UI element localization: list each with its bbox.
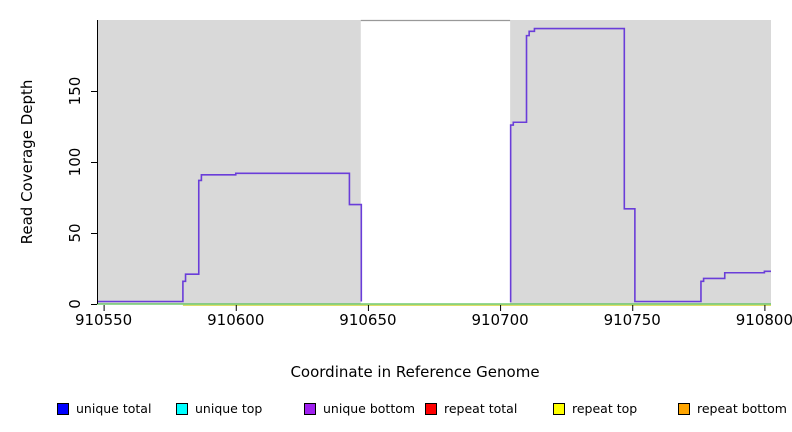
unique-bottom-line: [97, 172, 363, 303]
x-tick-label: 910800: [736, 311, 792, 329]
y-axis-title: Read Coverage Depth: [18, 79, 36, 245]
legend-item-unique-bottom: unique bottom: [304, 401, 415, 417]
x-axis-title: Coordinate in Reference Genome: [290, 363, 540, 381]
legend-item-repeat-bottom: repeat bottom: [678, 401, 787, 417]
unique-bottom-line: [509, 27, 771, 303]
legend-item-repeat-total: repeat total: [425, 401, 517, 417]
legend-label: unique total: [76, 401, 152, 416]
x-tick-label: 910650: [339, 311, 396, 329]
legend-item-repeat-top: repeat top: [553, 401, 637, 417]
y-tick-label: 0: [66, 299, 84, 309]
legend-item-unique-top: unique top: [176, 401, 262, 417]
legend-swatch-icon: [425, 403, 437, 415]
coverage-region: [97, 20, 361, 304]
y-tick-label: 50: [66, 223, 84, 242]
legend-label: repeat total: [444, 401, 518, 416]
legend-swatch-icon: [678, 403, 690, 415]
legend-swatch-icon: [304, 403, 316, 415]
legend-swatch-icon: [176, 403, 188, 415]
legend-swatch-icon: [553, 403, 565, 415]
y-tick-label: 150: [66, 77, 84, 106]
legend-label: unique bottom: [323, 401, 416, 416]
legend: unique total unique top unique bottom repea…: [0, 401, 792, 421]
x-tick-label: 910750: [604, 311, 661, 329]
legend-label: repeat top: [572, 401, 638, 416]
legend-swatch-icon: [57, 403, 69, 415]
x-tick-label: 910550: [75, 311, 132, 329]
legend-label: unique top: [195, 401, 263, 416]
coverage-region: [510, 20, 771, 304]
x-tick-label: 910600: [207, 311, 264, 329]
x-tick-label: 910700: [471, 311, 528, 329]
legend-label: repeat bottom: [697, 401, 787, 416]
legend-item-unique-total: unique total: [57, 401, 151, 417]
y-tick-label: 100: [66, 148, 84, 177]
